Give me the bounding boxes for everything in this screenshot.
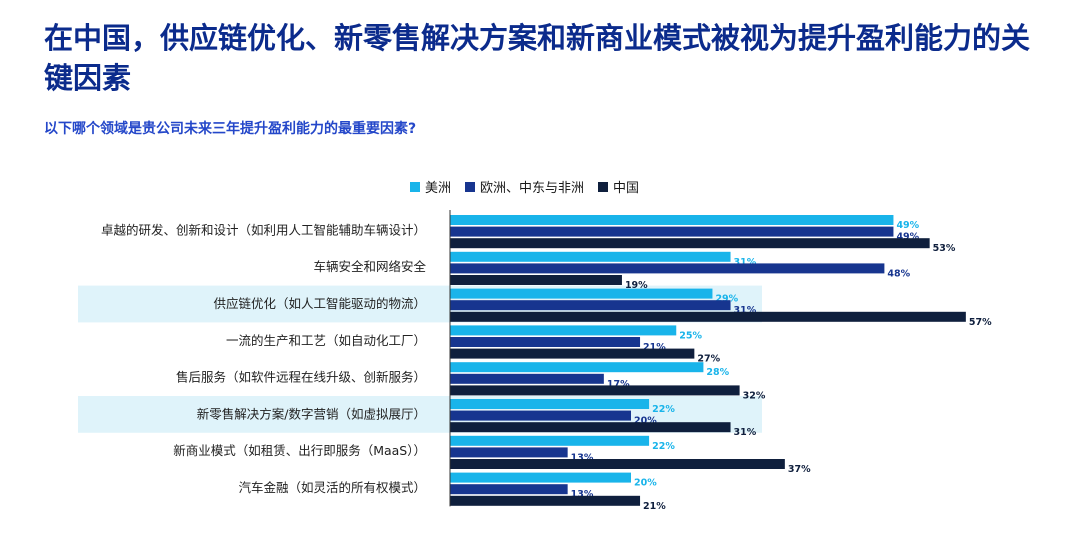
category-label-1: 车辆安全和网络安全: [313, 259, 426, 274]
bar-china-4: [450, 385, 740, 396]
value-label-china-5: 31%: [734, 427, 757, 438]
value-label-china-4: 32%: [743, 390, 766, 401]
value-label-emea-5: 20%: [634, 416, 657, 427]
legend-label-china: 中国: [613, 181, 640, 196]
legend-label-americas: 美洲: [425, 181, 452, 196]
category-label-6: 新商业模式（如租赁、出行即服务（MaaS））: [173, 443, 426, 458]
value-label-americas-0: 49%: [896, 220, 919, 231]
value-label-americas-3: 25%: [679, 330, 702, 341]
bar-emea-0: [450, 226, 894, 237]
chart-legend: 美洲 欧洲、中东与非洲 中国: [410, 177, 639, 196]
bar-china-2: [450, 311, 966, 322]
category-label-2: 供应链优化（如人工智能驱动的物流）: [213, 296, 426, 311]
bar-americas-4: [450, 362, 704, 373]
value-label-china-7: 21%: [643, 501, 666, 512]
bar-americas-0: [450, 215, 894, 225]
value-label-americas-5: 22%: [652, 404, 675, 415]
legend-item-emea: 欧洲、中东与非洲: [465, 177, 584, 196]
value-label-emea-7: 13%: [571, 489, 594, 500]
bar-china-0: [450, 238, 930, 249]
category-label-0: 卓越的研发、创新和设计（如利用人工智能辅助车辆设计）: [101, 222, 426, 237]
legend-item-americas: 美洲: [410, 177, 451, 196]
value-label-emea-2: 31%: [734, 305, 757, 316]
value-label-americas-6: 22%: [652, 441, 675, 452]
bar-emea-6: [450, 447, 568, 458]
category-label-3: 一流的生产和工艺（如自动化工厂）: [226, 333, 426, 348]
category-label-4: 售后服务（如软件远程在线升级、创新服务）: [176, 370, 426, 385]
value-label-china-2: 57%: [969, 317, 992, 328]
bar-china-3: [450, 348, 695, 359]
bar-emea-4: [450, 373, 604, 384]
legend-swatch-china: [598, 181, 609, 192]
bar-americas-7: [450, 472, 631, 483]
bar-emea-3: [450, 337, 641, 347]
bar-emea-1: [450, 263, 885, 274]
bar-americas-2: [450, 288, 713, 299]
bar-americas-6: [450, 435, 650, 446]
bar-americas-3: [450, 325, 677, 336]
category-label-7: 汽车金融（如灵活的所有权模式）: [238, 480, 426, 495]
value-label-americas-4: 28%: [706, 367, 729, 378]
value-label-china-6: 37%: [788, 464, 811, 475]
category-label-5: 新零售解决方案/数字营销（如虚拟展厅）: [197, 406, 426, 421]
value-label-emea-6: 13%: [571, 452, 594, 463]
bar-emea-7: [450, 484, 568, 495]
bar-china-6: [450, 459, 785, 469]
bar-americas-1: [450, 251, 731, 262]
bar-china-5: [450, 422, 731, 433]
value-label-americas-7: 20%: [634, 478, 657, 489]
value-label-emea-1: 48%: [887, 268, 910, 279]
value-label-emea-0: 49%: [896, 232, 919, 243]
bar-americas-5: [450, 399, 650, 409]
bar-china-7: [450, 495, 641, 506]
legend-swatch-emea: [465, 181, 476, 192]
page-title: 在中国，供应链优化、新零售解决方案和新商业模式被视为提升盈利能力的关键因素: [44, 21, 1031, 95]
chart-subtitle: 以下哪个领域是贵公司未来三年提升盈利能力的最重要因素?: [44, 121, 417, 137]
value-label-emea-3: 21%: [643, 342, 666, 353]
bar-china-1: [450, 275, 622, 285]
legend-item-china: 中国: [598, 177, 639, 196]
legend-label-emea: 欧洲、中东与非洲: [480, 181, 585, 196]
bar-emea-2: [450, 300, 731, 311]
value-label-china-3: 27%: [697, 354, 720, 365]
legend-swatch-americas: [410, 181, 420, 192]
value-label-china-0: 53%: [933, 243, 956, 254]
value-label-emea-4: 17%: [607, 379, 630, 390]
value-label-china-1: 19%: [625, 280, 648, 291]
bar-emea-5: [450, 410, 631, 421]
value-label-americas-1: 31%: [734, 257, 757, 268]
value-label-americas-2: 29%: [715, 294, 738, 305]
